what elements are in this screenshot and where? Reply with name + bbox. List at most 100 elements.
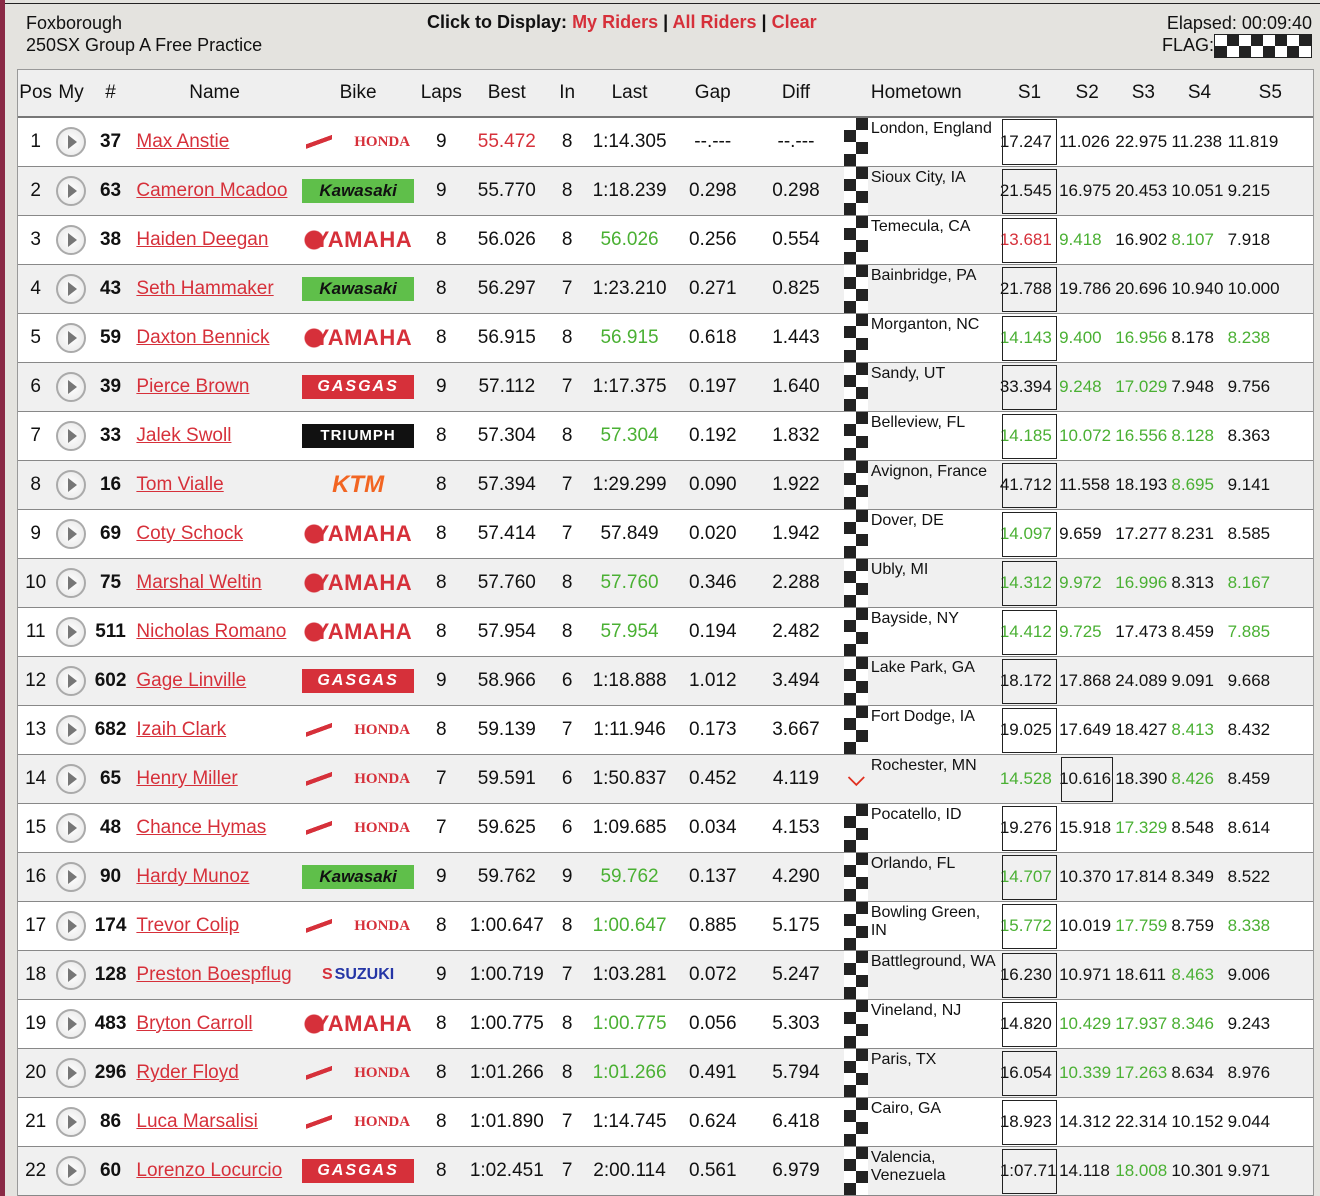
- rider-name-link[interactable]: Marshal Weltin: [136, 572, 262, 593]
- rider-name-link[interactable]: Hardy Munoz: [136, 866, 250, 887]
- table-row[interactable]: 1 37 Max Anstie HONDA 9 55.472 8 1:14.305 --.---…: [18, 117, 1313, 167]
- hometown-cell: Belleview, FL: [870, 411, 1000, 461]
- gap: 0.256: [675, 215, 751, 265]
- table-row[interactable]: 3 38 Haiden Deegan YAMAHA 8 56.026 8 56.026 0.25…: [18, 215, 1313, 265]
- checkered-flag-icon: [843, 265, 868, 313]
- rider-name-link[interactable]: Ryder Floyd: [136, 1062, 239, 1083]
- venue: Foxborough: [26, 13, 123, 33]
- table-row[interactable]: 4 43 Seth Hammaker Kawasaki 8 56.297 7 1:23.210…: [18, 264, 1313, 314]
- status-cell: [841, 901, 871, 951]
- rider-name-link[interactable]: Seth Hammaker: [136, 278, 274, 299]
- rider-name-link[interactable]: Nicholas Romano: [136, 621, 287, 642]
- add-my-rider-button[interactable]: [56, 568, 87, 598]
- add-my-rider-button[interactable]: [56, 421, 87, 451]
- add-my-rider-button[interactable]: [56, 617, 87, 647]
- add-my-rider-button[interactable]: [56, 764, 87, 794]
- rider-number: 75: [88, 558, 133, 608]
- rider-name-link[interactable]: Luca Marsalisi: [136, 1111, 258, 1132]
- rider-name-cell: Ryder Floyd: [132, 1048, 297, 1098]
- rider-name-link[interactable]: Chance Hymas: [136, 817, 267, 838]
- status-cell: [841, 215, 871, 265]
- laps: 9: [419, 852, 464, 902]
- table-row[interactable]: 12 602 Gage Linville GASGAS 9 58.966 6 1:18.888…: [18, 656, 1313, 706]
- add-my-rider-button[interactable]: [56, 470, 87, 500]
- table-row[interactable]: 21 86 Luca Marsalisi HONDA 8 1:01.890 7 1:14.74…: [18, 1097, 1313, 1147]
- diff: 2.482: [750, 607, 842, 657]
- best-lap: 1:01.890: [463, 1097, 551, 1147]
- add-my-rider-button[interactable]: [56, 176, 87, 206]
- rider-name-link[interactable]: Trevor Colip: [136, 915, 240, 936]
- rider-name-link[interactable]: Lorenzo Locurcio: [136, 1160, 283, 1181]
- clear-link[interactable]: Clear: [771, 12, 817, 32]
- table-row[interactable]: 2 63 Cameron Mcadoo Kawasaki 9 55.770 8 1:18.23…: [18, 166, 1313, 216]
- table-row[interactable]: 19 483 Bryton Carroll YAMAHA 8 1:00.775 8 1:00.…: [18, 999, 1313, 1049]
- rider-name-link[interactable]: Bryton Carroll: [136, 1013, 253, 1034]
- add-my-rider-button[interactable]: [56, 862, 87, 892]
- sector-5: 9.668: [1227, 656, 1313, 706]
- gap: 0.491: [675, 1048, 751, 1098]
- add-my-rider-button[interactable]: [56, 960, 87, 990]
- last-lap: 1:23.210: [583, 264, 676, 314]
- rider-name-link[interactable]: Haiden Deegan: [136, 229, 269, 250]
- rider-number: 38: [88, 215, 133, 265]
- rider-name-link[interactable]: Gage Linville: [136, 670, 247, 691]
- table-row[interactable]: 20 296 Ryder Floyd HONDA 8 1:01.266 8 1:01.266 0…: [18, 1048, 1313, 1098]
- table-row[interactable]: 6 39 Pierce Brown GASGAS 9 57.112 7 1:17.375 0.1…: [18, 362, 1313, 412]
- in-lap: 7: [550, 950, 584, 1000]
- sector-4: 8.548: [1171, 803, 1228, 853]
- add-my-rider-button[interactable]: [56, 372, 87, 402]
- my-rider-cell: [53, 705, 89, 755]
- rider-name-link[interactable]: Pierce Brown: [136, 376, 250, 397]
- elapsed-time: Elapsed: 00:09:40: [1166, 13, 1312, 33]
- hometown-cell: Paris, TX: [870, 1048, 1000, 1098]
- rider-name-link[interactable]: Max Anstie: [136, 131, 230, 152]
- table-row[interactable]: 16 90 Hardy Munoz Kawasaki 9 59.762 9 59.762 0.1…: [18, 852, 1313, 902]
- checkered-flag-icon: [843, 853, 868, 901]
- table-row[interactable]: 9 69 Coty Schock YAMAHA 8 57.414 7 57.849 0.020 1…: [18, 509, 1313, 559]
- table-row[interactable]: 7 33 Jalek Swoll TRIUMPH 8 57.304 8 57.304 0.192…: [18, 411, 1313, 461]
- rider-name-link[interactable]: Daxton Bennick: [136, 327, 270, 348]
- status-cell: [841, 1048, 871, 1098]
- rider-name-link[interactable]: Tom Vialle: [136, 474, 224, 495]
- add-my-rider-button[interactable]: [56, 1009, 87, 1039]
- add-my-rider-button[interactable]: [56, 813, 87, 843]
- add-my-rider-button[interactable]: [56, 1058, 87, 1088]
- table-row[interactable]: 8 16 Tom Vialle KTM 8 57.394 7 1:29.299 0.090 1.9…: [18, 460, 1313, 510]
- add-my-rider-button[interactable]: [56, 323, 87, 353]
- table-row[interactable]: 22 60 Lorenzo Locurcio GASGAS 8 1:02.451 7 2:00…: [18, 1146, 1313, 1196]
- rider-name-link[interactable]: Coty Schock: [136, 523, 244, 544]
- diff: 0.554: [750, 215, 842, 265]
- sector-5: 9.756: [1227, 362, 1313, 412]
- add-my-rider-button[interactable]: [56, 127, 87, 157]
- sector-5: 9.006: [1227, 950, 1313, 1000]
- rider-name-link[interactable]: Izaih Clark: [136, 719, 227, 740]
- rider-name-cell: Pierce Brown: [132, 362, 297, 412]
- table-row[interactable]: 11 511 Nicholas Romano YAMAHA 8 57.954 8 57.954…: [18, 607, 1313, 657]
- table-row[interactable]: 17 174 Trevor Colip HONDA 8 1:00.647 8 1:00.647…: [18, 901, 1313, 951]
- table-row[interactable]: 15 48 Chance Hymas HONDA 7 59.625 6 1:09.685 0.0…: [18, 803, 1313, 853]
- add-my-rider-button[interactable]: [56, 666, 87, 696]
- column-header-last: Last: [583, 70, 676, 118]
- rider-name-link[interactable]: Henry Miller: [136, 768, 238, 789]
- rider-name-link[interactable]: Jalek Swoll: [136, 425, 232, 446]
- rider-name-link[interactable]: Preston Boespflug: [136, 964, 292, 985]
- add-my-rider-button[interactable]: [56, 225, 87, 255]
- display-filter: Click to Display: My Riders | All Riders…: [427, 12, 817, 33]
- sector-1: 16.230: [999, 950, 1060, 1000]
- rider-name-link[interactable]: Cameron Mcadoo: [136, 180, 288, 201]
- table-row[interactable]: 5 59 Daxton Bennick YAMAHA 8 56.915 8 56.915 0.6…: [18, 313, 1313, 363]
- add-my-rider-button[interactable]: [56, 1156, 87, 1186]
- table-row[interactable]: 10 75 Marshal Weltin YAMAHA 8 57.760 8 57.760 0.…: [18, 558, 1313, 608]
- hometown: Sandy, UT: [870, 365, 946, 382]
- add-my-rider-button[interactable]: [56, 715, 87, 745]
- add-my-rider-button[interactable]: [56, 1107, 87, 1137]
- my-riders-link[interactable]: My Riders: [572, 12, 659, 32]
- table-row[interactable]: 13 682 Izaih Clark HONDA 8 59.139 7 1:11.946 0.1…: [18, 705, 1313, 755]
- all-riders-link[interactable]: All Riders: [672, 12, 757, 32]
- add-my-rider-button[interactable]: [56, 911, 87, 941]
- add-my-rider-button[interactable]: [56, 274, 87, 304]
- table-row[interactable]: 14 65 Henry Miller HONDA 7 59.591 6 1:50.837 0.4…: [18, 754, 1313, 804]
- add-my-rider-button[interactable]: [56, 519, 87, 549]
- my-rider-cell: [53, 950, 89, 1000]
